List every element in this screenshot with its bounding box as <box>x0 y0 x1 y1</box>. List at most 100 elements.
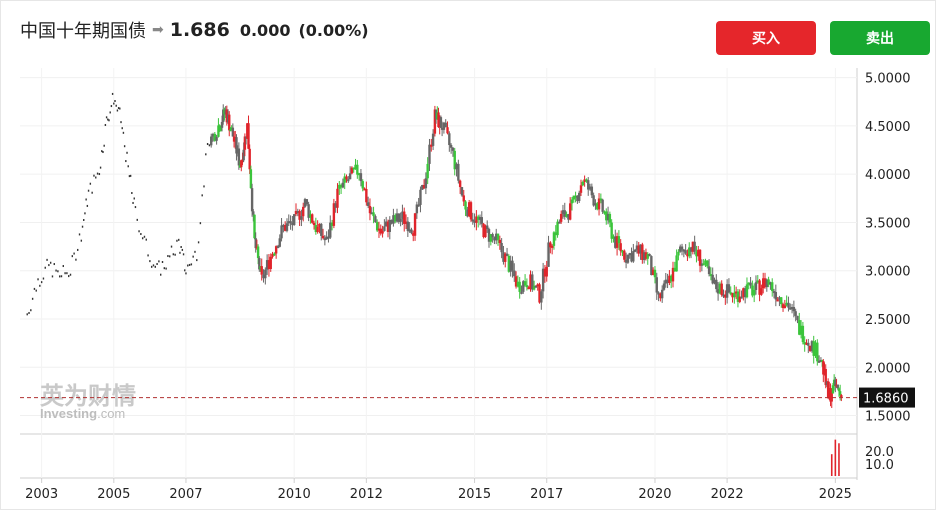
candle-body <box>522 281 525 292</box>
candle-body <box>722 294 725 297</box>
candle-body <box>642 252 646 261</box>
candle-body <box>449 145 453 148</box>
candle-body <box>307 204 310 218</box>
watermark-cn: 英为财情 <box>40 382 136 410</box>
candle-body <box>547 242 550 267</box>
candle-body <box>439 117 443 128</box>
candle-body <box>799 325 803 335</box>
price-dot <box>58 275 61 278</box>
chart-grid <box>20 68 858 483</box>
quote-header: 中国十年期国债 ➡ 1.686 0.000 (0.00%) <box>20 14 369 46</box>
candle-body <box>697 249 700 257</box>
candle-body <box>702 263 705 266</box>
candle-body <box>698 249 702 266</box>
price-dot <box>197 241 200 244</box>
candle-body <box>314 225 318 233</box>
price-change-percent: (0.00%) <box>298 20 369 40</box>
candle-body <box>626 254 630 263</box>
candle-body <box>823 368 826 375</box>
price-dot <box>127 165 129 168</box>
candle-body <box>433 109 437 134</box>
candle-body <box>756 280 759 283</box>
price-dot <box>136 218 138 221</box>
price-dot <box>96 172 99 175</box>
candle-body <box>493 237 496 241</box>
candle-body <box>294 210 298 215</box>
candle-body <box>558 221 561 224</box>
candle-body <box>550 245 554 248</box>
price-dot <box>69 273 72 276</box>
candle-body <box>603 211 606 214</box>
watermark-en-main: Investing <box>40 406 97 421</box>
price-dot <box>85 198 87 201</box>
price-dot <box>122 131 125 134</box>
candle-body <box>641 244 644 261</box>
candle-body <box>434 109 438 120</box>
candle-body <box>819 360 823 363</box>
candle-body <box>831 385 835 394</box>
candle-body <box>808 345 812 351</box>
candle-body <box>513 270 516 277</box>
candle-body <box>478 217 482 220</box>
candle-body <box>421 185 424 190</box>
candle-body <box>271 253 274 257</box>
candle-body <box>502 252 505 262</box>
candle-body <box>383 226 386 231</box>
price-dot <box>93 174 95 177</box>
price-dot <box>66 272 68 275</box>
candle-body <box>805 342 808 345</box>
price-dot <box>150 265 153 268</box>
candle-body <box>545 266 548 277</box>
price-dot <box>169 255 171 258</box>
candle-body <box>368 205 372 214</box>
candle-body <box>686 253 689 257</box>
candle-body <box>220 121 224 128</box>
candle-body <box>822 361 825 375</box>
candle-body <box>635 245 639 250</box>
candle-body <box>491 234 494 238</box>
candle-body <box>243 136 247 150</box>
candle-body <box>662 283 666 290</box>
price-dot <box>152 264 155 267</box>
price-dot <box>110 105 113 108</box>
candle-body <box>352 167 355 170</box>
candle-body <box>394 215 397 222</box>
price-dot <box>192 255 194 258</box>
candle-body <box>570 199 574 204</box>
candle-body <box>527 287 530 290</box>
candle-body <box>619 243 622 252</box>
candle-body <box>594 203 597 206</box>
price-dot <box>156 262 158 265</box>
price-dot <box>178 238 180 241</box>
candle-body <box>630 253 633 262</box>
candle-body <box>397 213 401 222</box>
candle-body <box>471 219 474 222</box>
candle-body <box>713 279 716 284</box>
candle-body <box>415 204 419 214</box>
candle-body <box>534 285 538 288</box>
candle-body <box>240 160 243 168</box>
candle-body <box>254 238 257 249</box>
price-dot <box>83 218 85 221</box>
candle-body <box>523 281 527 286</box>
x-tick-label: 2017 <box>530 487 563 502</box>
price-dot <box>199 222 202 225</box>
last-value-box <box>859 387 915 408</box>
candle-body <box>210 136 213 146</box>
candle-body <box>727 284 731 293</box>
candle-body <box>567 214 570 220</box>
candle-body <box>657 292 660 295</box>
candle-body <box>725 284 729 298</box>
price-dot <box>143 235 146 238</box>
candle-body <box>375 222 379 231</box>
buy-button[interactable]: 买入 <box>716 21 816 55</box>
price-dot <box>174 253 176 256</box>
price-dot <box>182 253 185 256</box>
price-dot <box>111 92 114 95</box>
candle-body <box>339 184 343 188</box>
candle-body <box>832 379 836 386</box>
candle-body <box>363 188 366 191</box>
candle-body <box>677 251 680 256</box>
sell-button[interactable]: 卖出 <box>830 21 930 55</box>
